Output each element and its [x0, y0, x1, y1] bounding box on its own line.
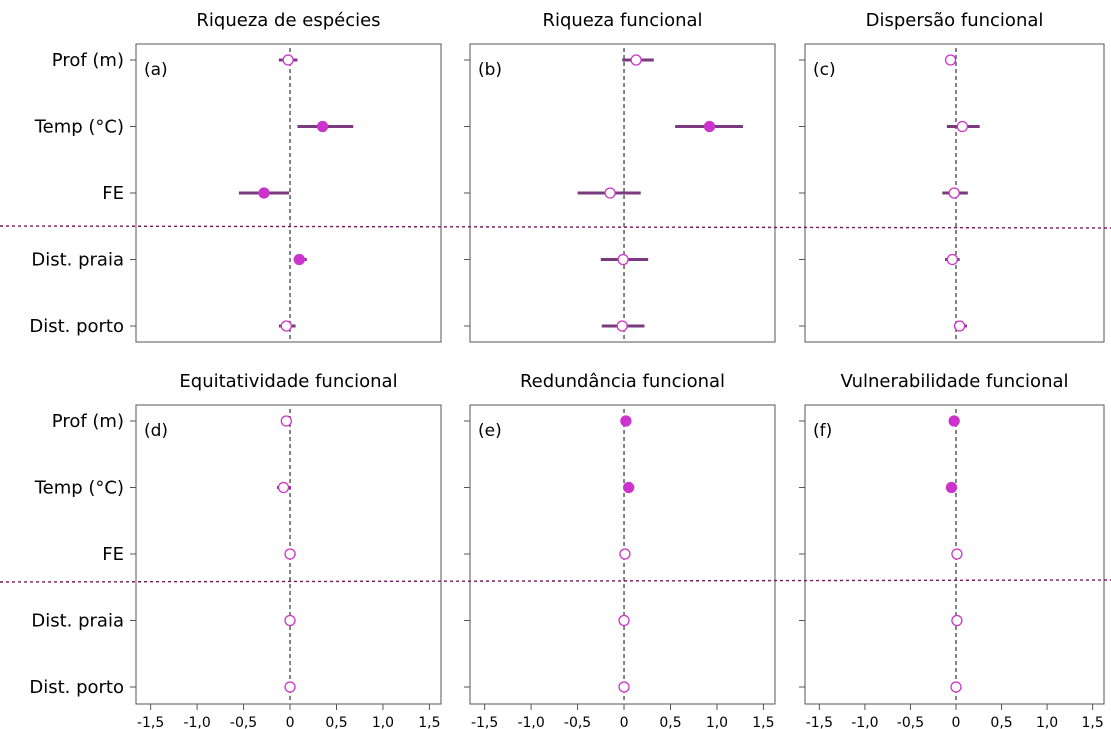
separator-line-2: [0, 579, 1111, 583]
estimate-point: [946, 253, 959, 266]
y-tick-label: Dist. praia: [31, 250, 124, 271]
y-tick-label: Temp (°C): [34, 117, 124, 138]
estimate-point: [616, 320, 628, 332]
panel-2: Riqueza funcional (b): [464, 10, 776, 343]
panel-letter: (b): [478, 60, 502, 80]
panel-5: Redundância funcional (e) -1,5 -1,0 -0,5 0 0,5…: [464, 371, 776, 729]
estimate-point-significant: [316, 120, 329, 133]
estimate-point: [950, 681, 962, 693]
x-tick-label: 1,5: [1082, 715, 1104, 729]
estimate-point: [284, 681, 296, 693]
x-tick-label: -1,0: [851, 715, 878, 729]
panel-letter: (e): [478, 421, 502, 441]
estimate-point: [956, 120, 969, 133]
x-tick-label: -0,5: [897, 715, 924, 729]
x-tick-label: -1,0: [183, 715, 210, 729]
x-tick-label: -1,5: [471, 715, 498, 729]
x-tick-label: 1,0: [706, 715, 728, 729]
estimate-point-significant: [948, 415, 960, 427]
x-tick-label: 0: [952, 715, 961, 729]
y-tick-label: FE: [102, 544, 124, 565]
x-tick-label: 1,5: [752, 715, 774, 729]
x-tick-label: -1,5: [806, 715, 833, 729]
estimate-point: [618, 614, 630, 627]
estimate-point: [280, 415, 292, 427]
estimate-point: [630, 54, 642, 66]
panel-1: Riqueza de espécies (a) Prof (m) Temp (°C) F…: [29, 10, 442, 343]
estimate-point-significant: [293, 253, 305, 266]
panel-letter: (c): [813, 60, 836, 80]
x-tick-label: 0,5: [325, 715, 347, 729]
panel-3: Dispersão funcional (c): [799, 10, 1105, 343]
estimate-point: [944, 54, 957, 66]
y-tick-label: Prof (m): [52, 411, 124, 432]
y-tick-label: Dist. porto: [29, 677, 124, 698]
panel-title: Redundância funcional: [520, 371, 725, 392]
panel-title: Equitatividade funcional: [179, 371, 397, 392]
x-tick-label: -0,5: [230, 715, 257, 729]
estimate-point: [282, 54, 294, 66]
panel-letter: (d): [144, 421, 168, 441]
y-tick-label: Temp (°C): [34, 478, 124, 499]
x-tick-label: -0,5: [564, 715, 591, 729]
panel-title: Riqueza funcional: [542, 10, 702, 31]
x-tick-label: 0,5: [990, 715, 1012, 729]
estimate-point: [951, 548, 963, 560]
estimate-point-significant: [703, 120, 716, 133]
y-tick-label: FE: [102, 183, 124, 204]
x-tick-label: 1,0: [1036, 715, 1058, 729]
estimate-point: [953, 320, 966, 332]
estimate-point: [619, 548, 631, 560]
estimate-point: [948, 187, 960, 199]
x-tick-label: -1,5: [137, 715, 164, 729]
x-tick-label: 1,5: [418, 715, 440, 729]
x-tick-label: 1,0: [372, 715, 394, 729]
panel-title: Riqueza de espécies: [196, 10, 380, 31]
estimate-point: [604, 187, 616, 199]
panel-title: Dispersão funcional: [866, 10, 1044, 31]
x-tick-label: -1,0: [517, 715, 544, 729]
panel-4: Equitatividade funcional (d) Prof (m) Temp …: [29, 371, 442, 729]
estimate-point-significant: [623, 481, 635, 494]
estimate-point: [284, 548, 296, 560]
separator-line-1: [0, 225, 1111, 229]
y-tick-label: Dist. porto: [29, 316, 124, 337]
panel-6: Vulnerabilidade funcional (f) -1,5 -1,0 -0,5…: [799, 371, 1105, 729]
estimate-point: [617, 253, 629, 266]
estimate-point: [284, 614, 296, 627]
y-tick-label: Dist. praia: [31, 611, 124, 632]
panel-title: Vulnerabilidade funcional: [840, 371, 1068, 392]
x-tick-label: 0: [286, 715, 295, 729]
estimate-point-significant: [620, 415, 632, 427]
x-tick-label: 0,5: [659, 715, 681, 729]
estimate-point-significant: [945, 481, 958, 494]
panel-letter: (a): [144, 60, 168, 80]
estimate-point: [277, 481, 290, 494]
estimate-point-significant: [258, 187, 270, 199]
estimate-point: [951, 614, 963, 627]
panel-letter: (f): [813, 421, 832, 441]
y-tick-label: Prof (m): [52, 50, 124, 71]
estimate-point: [618, 681, 630, 693]
estimate-point: [280, 320, 292, 332]
x-tick-label: 0: [620, 715, 629, 729]
